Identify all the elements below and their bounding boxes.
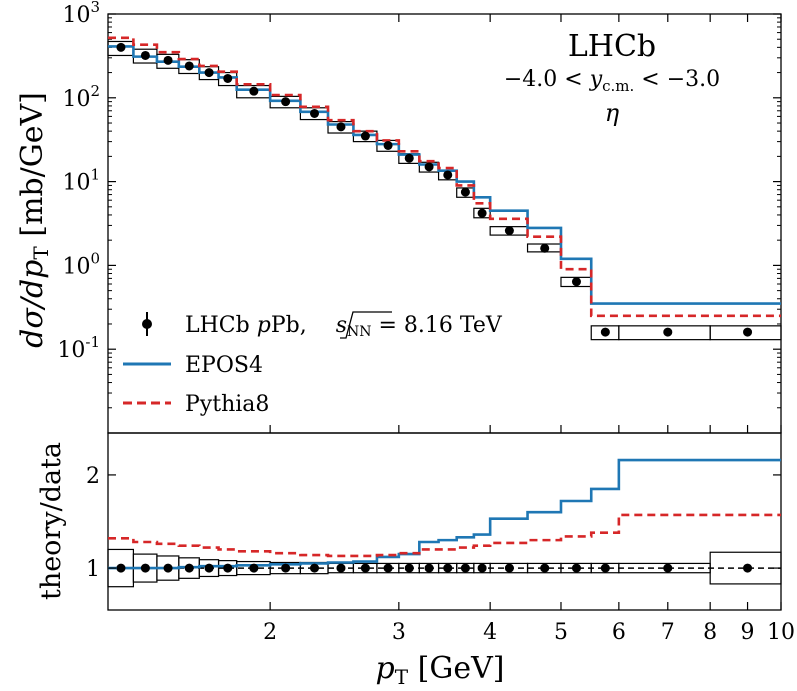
data-point xyxy=(477,208,487,218)
bottom-ticks: 1 2 2 3 4 5 6 7 8 9 10 xyxy=(86,14,795,645)
ratio-data-point xyxy=(443,563,453,573)
x-tick-label: 2 xyxy=(263,620,277,645)
x-tick-label: 6 xyxy=(612,620,626,645)
ratio-data-point xyxy=(140,563,150,573)
data-point xyxy=(424,162,434,172)
legend-data-marker xyxy=(142,319,152,329)
x-tick-label: 9 xyxy=(741,620,755,645)
top-y-tick-label: 100 xyxy=(62,249,100,279)
bottom-panel: 1 2 2 3 4 5 6 7 8 9 10 theory/data pT [GeV] xyxy=(36,14,795,689)
pythia-ratio-line xyxy=(108,513,781,558)
data-point xyxy=(460,187,470,197)
ratio-data-point xyxy=(540,563,550,573)
data-point xyxy=(383,140,393,150)
x-tick-label: 5 xyxy=(554,620,568,645)
ratio-data-point xyxy=(204,563,214,573)
data-sys-box xyxy=(473,207,491,219)
data-point xyxy=(310,108,320,118)
data-point xyxy=(404,153,414,163)
data-point xyxy=(223,73,233,83)
ratio-data-point xyxy=(504,563,514,573)
legend-pythia-label: Pythia8 xyxy=(185,392,269,417)
ratio-data-point xyxy=(600,563,610,573)
data-point xyxy=(743,327,753,337)
data-point xyxy=(249,86,259,96)
data-point xyxy=(140,50,150,60)
ratio-data-point xyxy=(184,563,194,573)
legend-sqrt-sign xyxy=(340,311,392,339)
top-data-points xyxy=(116,42,753,337)
data-point xyxy=(443,170,453,180)
ratio-data-point xyxy=(424,563,434,573)
ratio-data-point xyxy=(663,563,673,573)
data-sys-box xyxy=(709,325,782,341)
ratio-data-point xyxy=(163,563,173,573)
x-tick-label: 7 xyxy=(661,620,675,645)
top-model-lines xyxy=(108,36,781,318)
data-point xyxy=(663,327,673,337)
legend: LHCb pPb, sNN = 8.16 TeV EPOS4 Pythia8 xyxy=(123,311,503,417)
epos-ratio-line xyxy=(108,458,781,570)
legend-epos-label: EPOS4 xyxy=(185,353,263,378)
ratio-data-point xyxy=(116,563,126,573)
top-panel: 10-1 100 101 102 103 LHCb −4.0 < yc.m. < −3.… xyxy=(15,0,782,434)
top-y-tick-label: 10-1 xyxy=(57,333,100,363)
data-point xyxy=(184,61,194,71)
ratio-data-point xyxy=(460,563,470,573)
ratio-data-point xyxy=(360,563,370,573)
data-point xyxy=(360,131,370,141)
ratio-data-point xyxy=(571,563,581,573)
legend-data-label: LHCb pPb, sNN = 8.16 TeV xyxy=(185,313,503,340)
top-y-ticks: 10-1 100 101 102 103 xyxy=(57,0,781,409)
top-y-tick-label: 101 xyxy=(62,166,100,196)
x-tick-label: 3 xyxy=(392,620,406,645)
x-tick-label: 8 xyxy=(703,620,717,645)
top-y-tick-label: 103 xyxy=(62,0,100,28)
top-y-tick-label: 102 xyxy=(62,82,100,112)
pythia-step-line xyxy=(108,36,781,318)
ratio-data-point xyxy=(281,563,291,573)
ratio-data-point xyxy=(249,563,259,573)
ratio-data-point xyxy=(383,563,393,573)
bottom-data-points xyxy=(116,563,753,573)
top-y-axis-label: dσ/dpT [mb/GeV] xyxy=(15,92,53,348)
particle-label: η xyxy=(605,99,620,127)
ratio-data-point xyxy=(404,563,414,573)
data-point xyxy=(204,68,214,78)
data-point xyxy=(600,327,610,337)
x-tick-label: 4 xyxy=(483,620,497,645)
rapidity-label: −4.0 < yc.m. < −3.0 xyxy=(504,67,720,95)
bottom-plot-frame xyxy=(107,432,782,611)
data-point xyxy=(163,55,173,65)
data-point xyxy=(571,277,581,287)
bottom-model-lines xyxy=(108,458,781,570)
ratio-data-point xyxy=(223,563,233,573)
data-point xyxy=(281,97,291,107)
x-tick-label: 10 xyxy=(767,620,795,645)
experiment-label: LHCb xyxy=(568,29,656,64)
data-point xyxy=(336,122,346,132)
data-point xyxy=(504,226,514,236)
data-point xyxy=(540,243,550,253)
x-axis-label: pT [GeV] xyxy=(376,651,505,689)
ratio-data-point xyxy=(743,563,753,573)
bottom-y-tick-label: 2 xyxy=(86,464,100,489)
bottom-y-axis-label: theory/data xyxy=(36,442,67,600)
ratio-data-point xyxy=(477,563,487,573)
data-point xyxy=(116,42,126,52)
bottom-y-tick-label: 1 xyxy=(86,557,100,582)
ratio-data-point xyxy=(336,563,346,573)
ratio-data-point xyxy=(310,563,320,573)
